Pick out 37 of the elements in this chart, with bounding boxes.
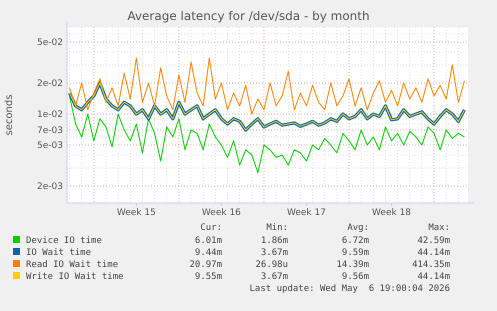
x-tick-label: Week 16 [202, 208, 242, 218]
text: 6.72m [342, 236, 369, 246]
text: 26.98u [255, 260, 288, 270]
text: 9.56m [342, 272, 369, 282]
text: Min: [266, 223, 288, 233]
text: 414.35m [412, 260, 450, 270]
text: 14.39m [336, 260, 369, 270]
y-tick-label: 1e-02 [37, 110, 63, 120]
y-tick-label: 2e-02 [37, 79, 63, 90]
text: 9.59m [342, 248, 369, 258]
text: Cur: [200, 223, 222, 233]
legend-label: Write IO Wait time [26, 272, 124, 282]
text: Max: [428, 223, 450, 233]
y-tick-label: 5e-03 [37, 141, 63, 152]
text: Last update: Wed May 6 19:00:04 2026 [250, 284, 450, 294]
x-tick-label: Week 15 [116, 208, 156, 218]
text: 20.97m [189, 260, 222, 270]
chart-title: Average latency for /dev/sda - by month [127, 9, 370, 23]
text: 42.59m [417, 236, 450, 246]
y-tick-label: 7e-03 [37, 126, 63, 136]
text: Avg: [347, 223, 369, 233]
text: 1.86m [260, 236, 288, 246]
text: 6.01m [194, 236, 222, 246]
legend-label: Device IO time [26, 236, 102, 246]
text: 44.14m [417, 272, 450, 282]
text: 3.67m [260, 272, 288, 282]
text: 3.67m [260, 248, 288, 258]
text: 44.14m [417, 248, 450, 258]
text: 9.44m [194, 248, 222, 258]
x-tick-label: Week 18 [372, 208, 412, 218]
y-tick-label: 5e-02 [37, 38, 63, 48]
text: 9.55m [194, 272, 222, 282]
x-tick-label: Week 17 [286, 208, 326, 218]
legend-label: Read IO Wait time [26, 260, 118, 270]
legend-label: IO Wait time [26, 248, 92, 258]
y-tick-label: 2e-03 [37, 182, 63, 192]
y-axis-title: seconds [4, 94, 15, 136]
